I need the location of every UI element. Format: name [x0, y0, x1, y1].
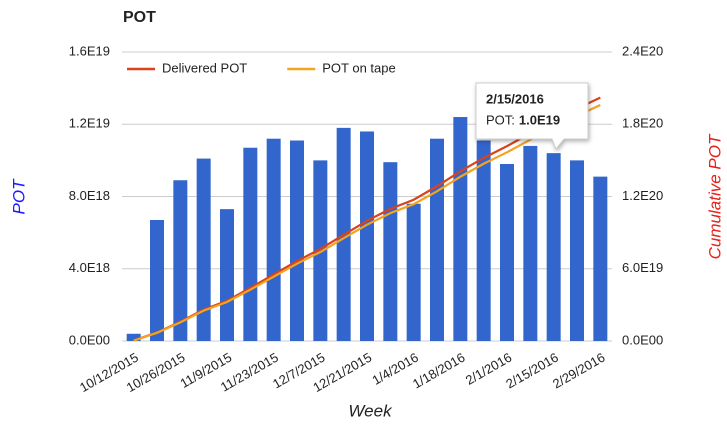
tooltip-name: POT:: [486, 112, 515, 127]
bar: [196, 158, 211, 341]
y2-axis-title: Cumulative POT: [705, 133, 724, 259]
bar: [523, 145, 538, 341]
y-tick-label: 4.0E18: [69, 260, 110, 275]
y2-tick-label: 0.0E00: [622, 332, 663, 347]
bar: [406, 203, 421, 341]
y-tick-label: 0.0E00: [69, 332, 110, 347]
tooltip-date: 2/15/2016: [486, 91, 544, 106]
bar: [126, 333, 141, 341]
x-tick-label: 1/18/2016: [410, 350, 468, 392]
bar: [313, 160, 328, 341]
bar: [476, 140, 491, 341]
chart-title: POT: [123, 9, 156, 26]
bar: [243, 147, 258, 341]
bar: [290, 140, 304, 341]
y2-tick-label: 1.8E20: [622, 116, 663, 131]
y-tick-label: 1.6E19: [69, 43, 110, 58]
bar: [173, 180, 188, 341]
line: [133, 103, 601, 342]
legend-label: POT on tape: [322, 60, 395, 75]
bar: [546, 153, 561, 341]
bar: [266, 138, 281, 341]
bar: [570, 160, 584, 341]
bar: [150, 219, 164, 341]
legend-label: Delivered POT: [162, 60, 247, 75]
y-tick-label: 8.0E18: [69, 188, 110, 203]
y2-tick-label: 2.4E20: [622, 43, 663, 58]
bar: [430, 138, 444, 341]
x-tick-label: 2/29/2016: [550, 350, 608, 392]
tooltip-value: 1.0E19: [519, 112, 560, 127]
tooltip: 2/15/2016 POT: 1.0E19: [475, 82, 589, 150]
x-axis-title: Week: [348, 401, 393, 420]
x-tick-label: 2/15/2016: [503, 350, 561, 392]
y2-tick-label: 6.0E19: [622, 260, 663, 275]
y2-tick-label: 1.2E20: [622, 188, 663, 203]
bar: [593, 176, 608, 341]
bar: [220, 209, 234, 341]
bar: [500, 163, 514, 341]
bar: [360, 131, 374, 341]
bar: [453, 117, 468, 342]
y-axis-title: POT: [9, 178, 28, 215]
y-tick-label: 1.2E19: [69, 116, 110, 131]
tooltip-box: [475, 82, 589, 150]
bar: [383, 162, 398, 341]
